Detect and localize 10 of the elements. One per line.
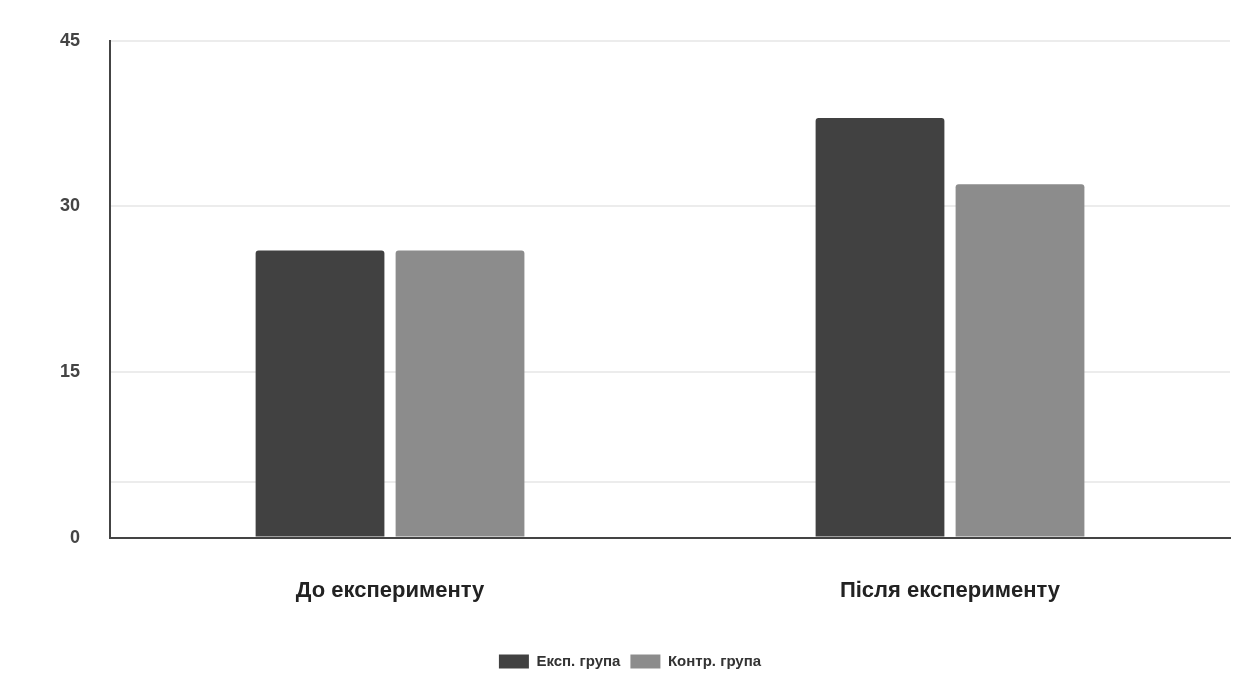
x-tick-label: Після експерименту (839, 576, 1061, 602)
y-tick-label: 15 (59, 360, 81, 381)
bar (955, 184, 1085, 537)
bar (395, 250, 525, 537)
x-tick-label: До експерименту (295, 576, 486, 602)
y-tick-label: 0 (70, 526, 81, 547)
y-tick-label: 45 (59, 29, 81, 50)
legend-label: Контр. група (667, 651, 762, 669)
legend-label: Експ. група (536, 651, 622, 669)
y-tick-label: 30 (59, 195, 81, 216)
